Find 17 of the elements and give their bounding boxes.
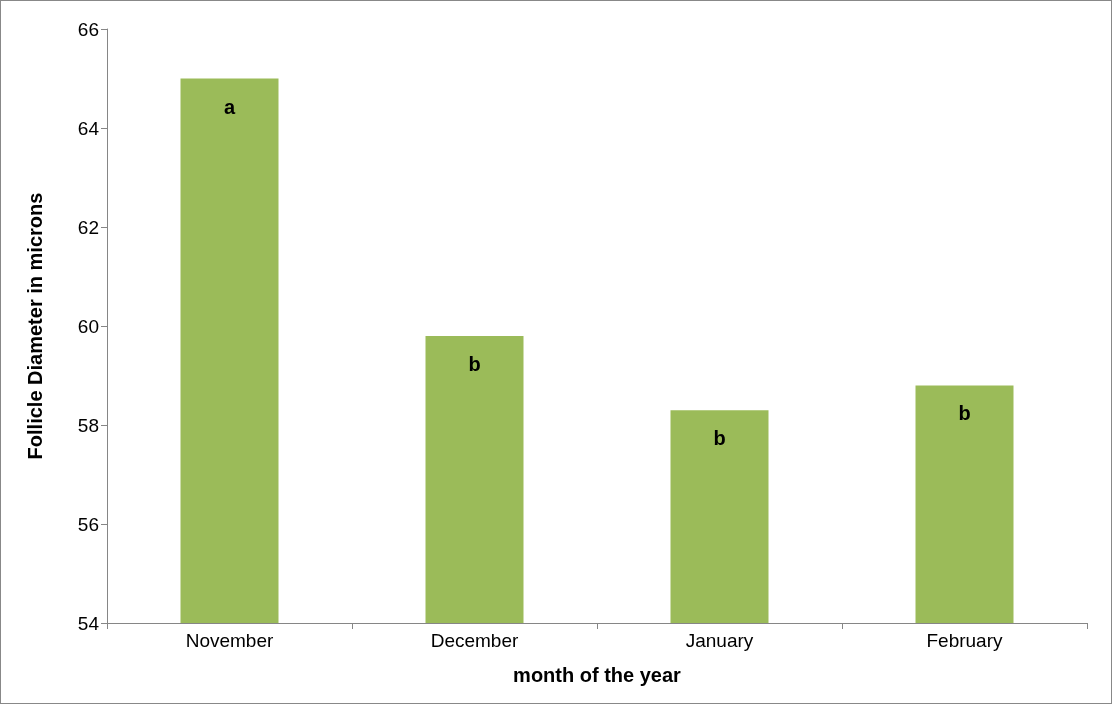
x-tick-label: November xyxy=(185,630,274,651)
annotation: b xyxy=(468,352,481,375)
x-tick-label: December xyxy=(430,630,519,651)
y-tick-label: 58 xyxy=(77,414,99,436)
x-tick-label: January xyxy=(685,630,754,651)
x-axis-title: month of the year xyxy=(513,664,682,686)
y-axis-title: Follicle Diameter in microns xyxy=(24,192,46,460)
annotation: b xyxy=(958,402,971,425)
y-tick-label: 60 xyxy=(77,315,99,337)
x-tick-label: February xyxy=(926,630,1004,651)
y-tick-label: 66 xyxy=(77,18,99,40)
y-tick-label: 56 xyxy=(77,513,99,535)
annotation: b xyxy=(713,427,726,450)
annotation: a xyxy=(223,95,236,118)
y-tick-label: 62 xyxy=(77,216,99,238)
y-tick-label: 64 xyxy=(77,117,100,139)
y-tick-label: 54 xyxy=(77,612,100,634)
